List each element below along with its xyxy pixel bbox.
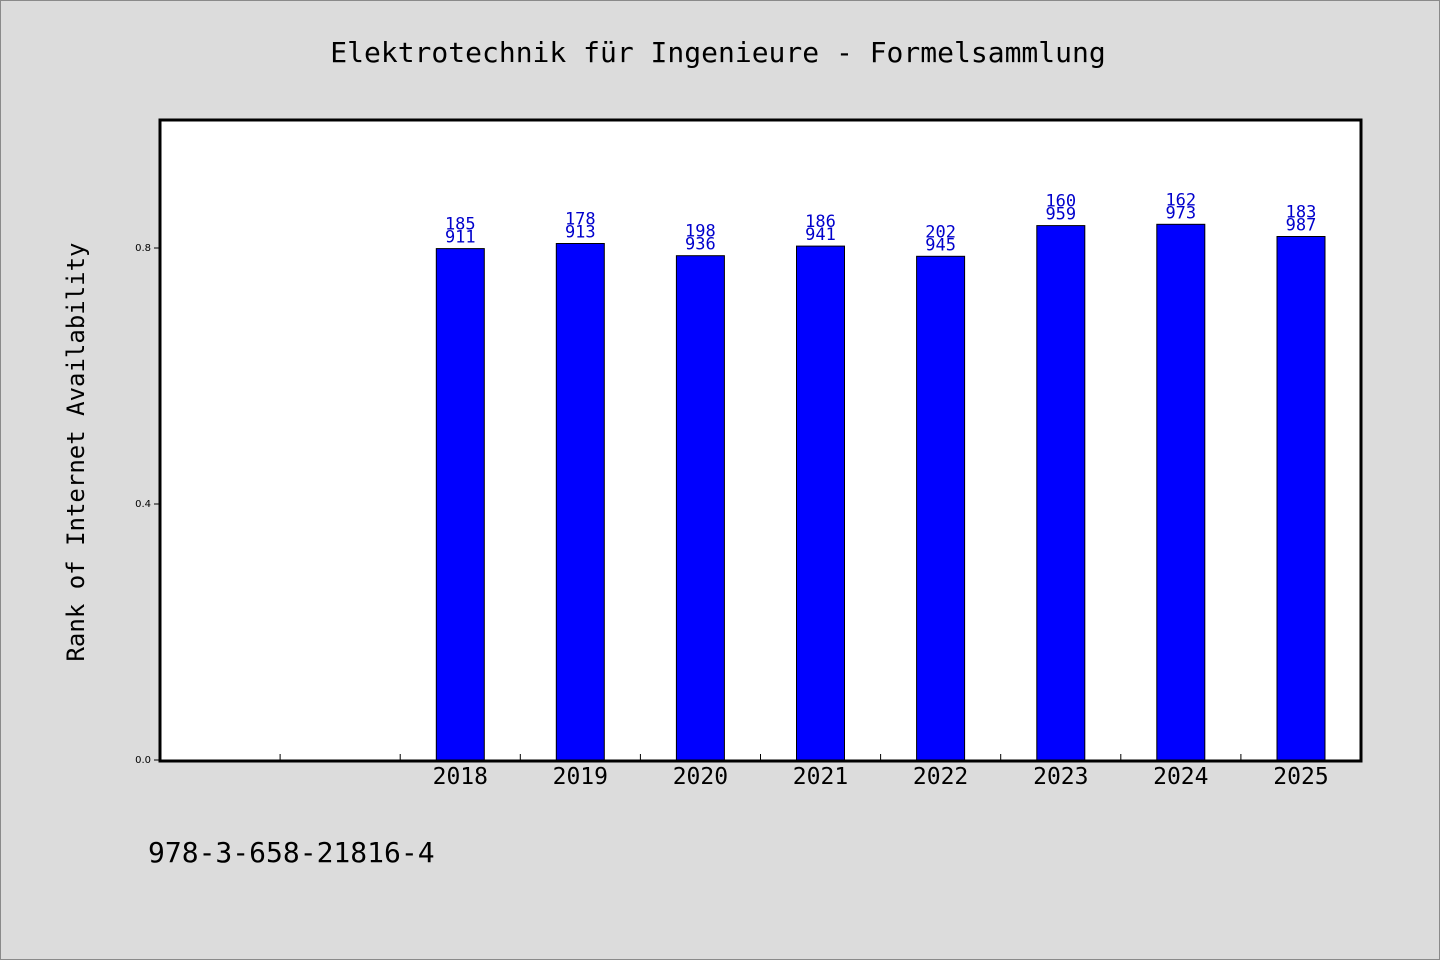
- chart-title: Elektrotechnik für Ingenieure - Formelsa…: [330, 36, 1105, 69]
- bar-label-top-2019: 178: [565, 210, 596, 230]
- isbn-footer: 978-3-658-21816-4: [148, 836, 435, 869]
- x-tick-label-2018: 2018: [433, 764, 488, 790]
- bar-label-bottom-2018: 911: [445, 228, 476, 248]
- x-tick-label-2019: 2019: [553, 764, 608, 790]
- bar-2021: [796, 245, 845, 761]
- bar-label-bottom-2019: 913: [565, 223, 596, 243]
- bar-label-bottom-2023: 959: [1045, 205, 1076, 225]
- bar-2020: [675, 255, 725, 761]
- bar-label-bottom-2022: 945: [925, 235, 956, 255]
- plot-border: [158, 118, 1363, 763]
- y-axis-label: Rank of Internet Availability: [62, 242, 90, 661]
- x-tick-label-2020: 2020: [673, 764, 728, 790]
- bar-label-top-2024: 162: [1165, 190, 1196, 210]
- y-tick-label: 0.4: [135, 499, 151, 510]
- y-tick-label: 0.0: [135, 755, 151, 766]
- bar-label-top-2025: 183: [1286, 203, 1317, 223]
- bar-2025: [1276, 236, 1326, 761]
- bars-layer: [435, 223, 1326, 761]
- bar-label-bottom-2021: 941: [805, 225, 836, 245]
- bar-label-bottom-2025: 987: [1286, 216, 1317, 236]
- axis-ticks-layer: 2018 2019 2020 2021 2022 2023 2024 2025 0.0 0.4 0.…: [135, 243, 1329, 790]
- bar-label-top-2021: 186: [805, 212, 836, 232]
- bar-label-bottom-2020: 936: [685, 235, 716, 255]
- bar-2024: [1156, 223, 1206, 761]
- bar-label-top-2022: 202: [925, 222, 956, 242]
- bar-2023: [1036, 225, 1086, 761]
- bar-label-top-2018: 185: [445, 215, 476, 235]
- x-tick-label-2024: 2024: [1153, 764, 1208, 790]
- y-tick-label: 0.8: [135, 243, 151, 254]
- x-tick-label-2022: 2022: [913, 764, 968, 790]
- bar-label-top-2020: 198: [685, 222, 716, 242]
- x-tick-label-2021: 2021: [793, 764, 848, 790]
- bar-label-bottom-2024: 973: [1165, 203, 1196, 223]
- bar-2018: [435, 248, 485, 761]
- bar-label-top-2023: 160: [1045, 192, 1076, 212]
- bar-2022: [916, 255, 966, 761]
- x-tick-label-2025: 2025: [1273, 764, 1328, 790]
- x-tick-label-2023: 2023: [1033, 764, 1088, 790]
- bar-2019: [555, 243, 605, 761]
